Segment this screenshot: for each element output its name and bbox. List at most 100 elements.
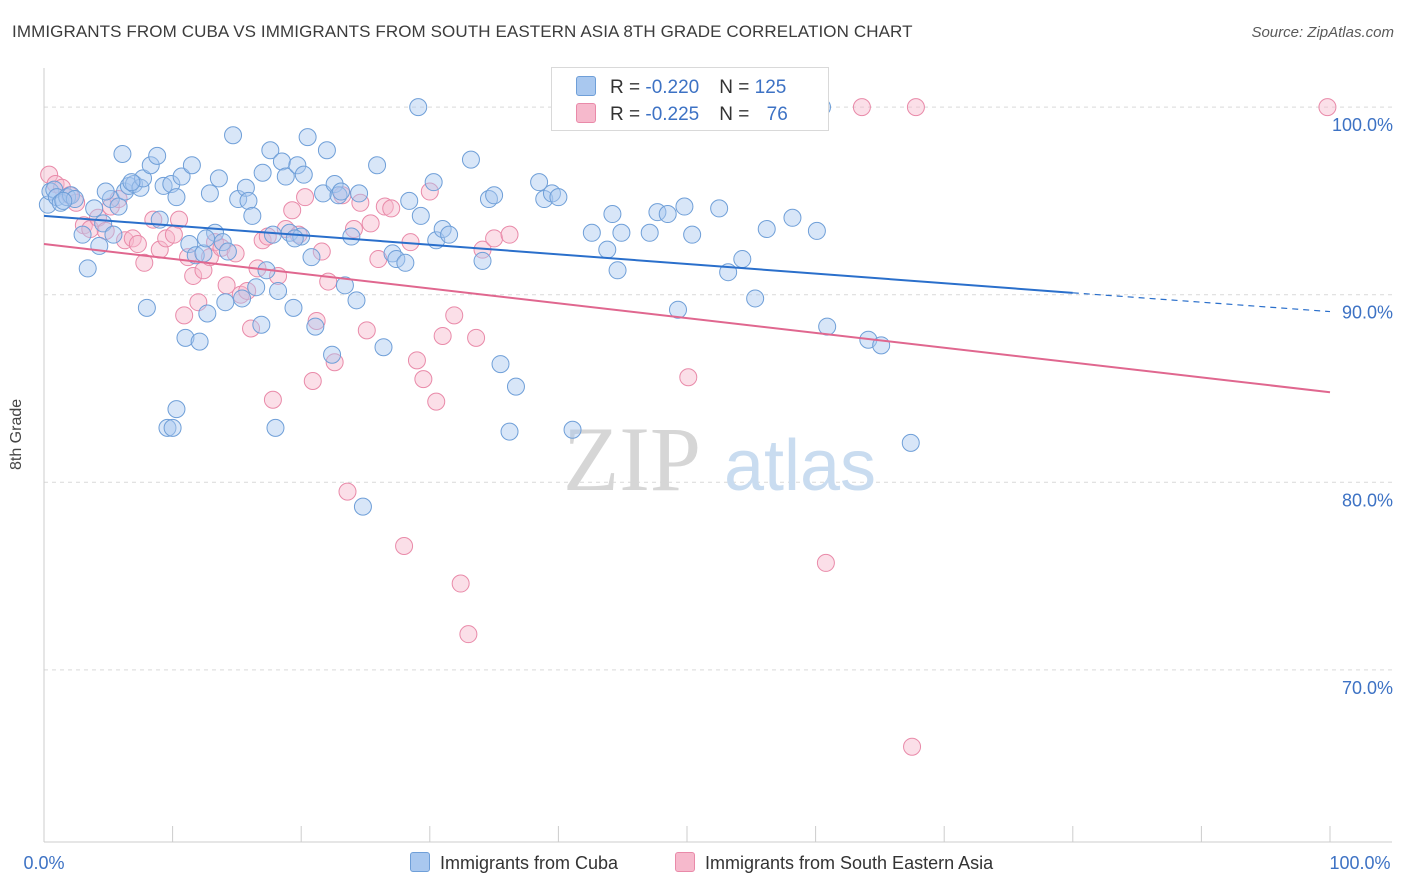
cuba-point: [409, 98, 428, 117]
cuba-point: [285, 229, 304, 248]
sea-point: [375, 197, 394, 216]
cuba-point: [294, 165, 313, 184]
cuba-point: [113, 145, 132, 164]
sea-point: [852, 98, 871, 117]
cuba-point: [424, 173, 443, 192]
cuba-point: [200, 184, 219, 203]
sea-point: [135, 253, 154, 272]
sea-point: [414, 370, 433, 389]
cuba-point: [163, 418, 182, 437]
chart-title: IMMIGRANTS FROM CUBA VS IMMIGRANTS FROM …: [12, 22, 913, 41]
sea-point: [445, 306, 464, 325]
cuba-point: [236, 178, 255, 197]
cuba-point: [141, 156, 160, 175]
legend-swatch-cuba: [576, 76, 596, 96]
cuba-point: [603, 205, 622, 224]
bottom-legend-swatch-sea: [675, 852, 695, 872]
cuba-point: [288, 156, 307, 175]
cuba-point: [197, 229, 216, 248]
cuba-point: [342, 227, 361, 246]
cuba-point: [180, 235, 199, 254]
sea-point: [307, 311, 326, 330]
cuba-point: [440, 225, 459, 244]
bottom-legend-sea: Immigrants from South Eastern Asia: [675, 852, 993, 874]
cuba-point: [148, 146, 167, 165]
sea-point: [123, 229, 142, 248]
cuba-point: [640, 223, 659, 242]
cuba-point: [158, 418, 177, 437]
sea-point: [369, 250, 388, 269]
cuba-point: [65, 190, 84, 209]
series-cuba-points: [38, 98, 920, 516]
cuba-point: [209, 169, 228, 188]
sea-point: [433, 326, 452, 345]
sea-point: [467, 328, 486, 347]
cuba-point: [261, 141, 280, 160]
cuba-point: [461, 150, 480, 169]
sea-point: [283, 201, 302, 220]
bottom-legend-label-cuba: Immigrants from Cuba: [440, 853, 619, 873]
cuba-point: [485, 186, 504, 205]
sea-point: [361, 214, 380, 233]
cuba-point: [746, 289, 765, 308]
tick-labels: 100.0% 90.0% 80.0% 70.0% 0.0% 100.0%: [23, 115, 1393, 873]
sea-point: [325, 353, 344, 372]
cuba-point: [387, 250, 406, 269]
cuba-point: [783, 208, 802, 227]
trend-lines: [43, 214, 1331, 394]
sea-point: [338, 482, 357, 501]
cuba-point: [167, 188, 186, 207]
cuba-point: [563, 420, 582, 439]
bottom-legend-cuba: Immigrants from Cuba: [410, 852, 618, 874]
cuba-point: [198, 304, 217, 323]
cuba-point: [350, 184, 369, 203]
sea-point: [1318, 98, 1337, 117]
sea-point: [184, 266, 203, 285]
legend-r-value: -0.220: [645, 77, 700, 98]
watermark-atlas: atlas: [724, 426, 876, 506]
y-tick-label: 100.0%: [1332, 115, 1393, 135]
legend-n-value: 76: [766, 104, 788, 125]
cuba-point: [506, 377, 525, 396]
cuba-point: [323, 345, 342, 364]
cuba-point: [306, 317, 325, 336]
cuba-point: [104, 225, 123, 244]
sea-point: [357, 321, 376, 340]
watermark: ZIP atlas: [563, 408, 876, 510]
cuba-point: [302, 248, 321, 267]
cuba-point: [269, 281, 288, 300]
legend-n-label: N =: [719, 104, 755, 125]
sea-point: [242, 319, 261, 338]
cuba-point: [757, 220, 776, 239]
cuba-point: [182, 156, 201, 175]
sea-point: [500, 225, 519, 244]
cuba-point: [608, 261, 627, 280]
cuba-point: [247, 278, 266, 297]
cuba-point: [325, 175, 344, 194]
source-label: Source: ZipAtlas.com: [1251, 24, 1394, 41]
cuba-point: [190, 332, 209, 351]
cuba-point: [668, 300, 687, 319]
cuba-point: [96, 182, 115, 201]
cuba-point: [901, 433, 920, 452]
cuba-trend-line: [43, 214, 1073, 294]
x-tick-label: 100.0%: [1329, 853, 1390, 873]
cuba-point: [332, 182, 351, 201]
cuba-point: [500, 422, 519, 441]
bottom-legend-label-sea: Immigrants from South Eastern Asia: [705, 853, 994, 873]
legend-r-value: -0.225: [645, 104, 700, 125]
cuba-point: [216, 293, 235, 312]
cuba-point: [263, 225, 282, 244]
cuba-point: [252, 315, 271, 334]
cuba-point: [612, 223, 631, 242]
legend-r-label: R =: [610, 104, 646, 125]
sea-point: [427, 392, 446, 411]
cuba-point: [224, 126, 243, 145]
sea-point: [53, 178, 72, 197]
cuba-point: [818, 317, 837, 336]
cuba-point: [491, 355, 510, 374]
y-tick-label: 70.0%: [1342, 678, 1393, 698]
cuba-point: [109, 197, 128, 216]
sea-trend-line: [43, 243, 1331, 394]
